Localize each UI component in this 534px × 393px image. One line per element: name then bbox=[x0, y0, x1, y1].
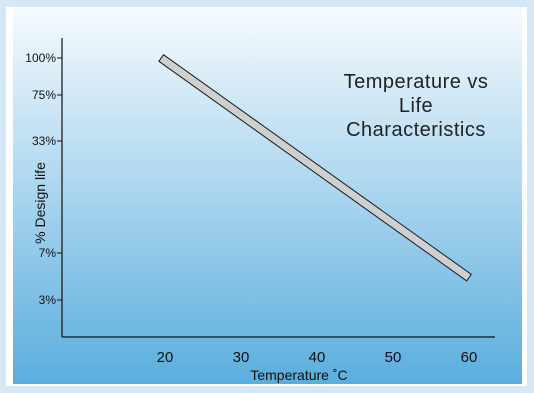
y-tick-label: 7% bbox=[39, 246, 57, 260]
x-tick-label: 50 bbox=[385, 349, 402, 366]
y-tick-label: 100% bbox=[25, 51, 56, 65]
y-tick-label: 3% bbox=[39, 293, 57, 307]
x-tick-label: 60 bbox=[461, 349, 478, 366]
y-tick-label: 33% bbox=[32, 134, 56, 148]
x-tick-label: 40 bbox=[309, 349, 326, 366]
x-tick-label: 20 bbox=[157, 349, 174, 366]
y-tick-label: 75% bbox=[32, 88, 56, 102]
series-band bbox=[158, 53, 472, 282]
chart-title-line-1: Temperature vs bbox=[344, 71, 489, 93]
chart-title-line-2: Life bbox=[399, 95, 433, 117]
y-axis-title: % Design life bbox=[32, 162, 48, 244]
x-axis-title: Temperature ˚C bbox=[250, 367, 347, 383]
chart-title-line-3: Characteristics bbox=[346, 119, 486, 141]
chart: 100% 75% 33% 7% 3% 20 30 40 50 60 Temper… bbox=[13, 7, 522, 384]
x-tick-label: 30 bbox=[233, 349, 250, 366]
plot-background bbox=[13, 7, 522, 384]
